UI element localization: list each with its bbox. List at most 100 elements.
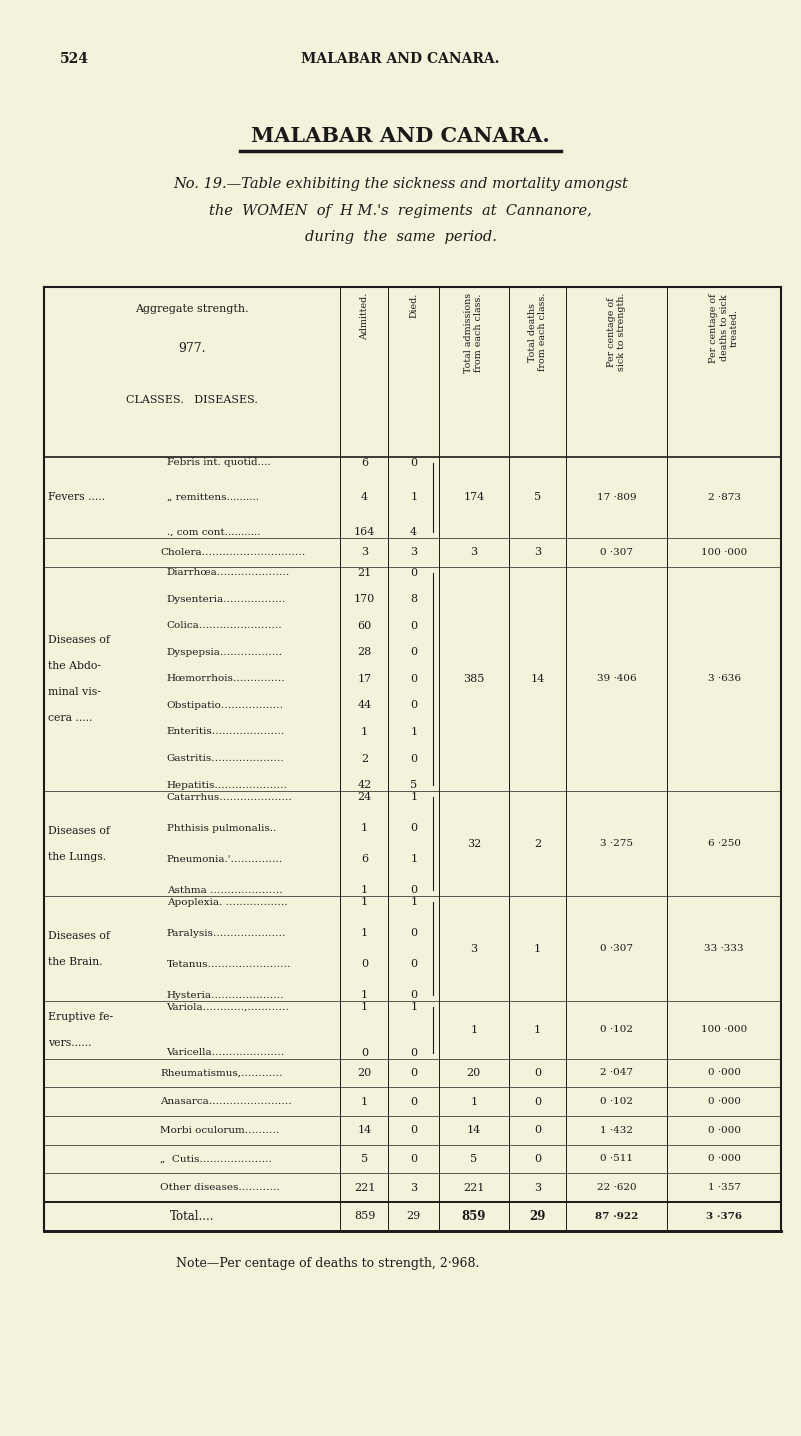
Text: 5: 5 [470,1155,477,1165]
Text: 24: 24 [357,793,372,803]
Text: 60: 60 [357,620,372,630]
Text: Diarrhœa…………………: Diarrhœa………………… [167,569,290,577]
Text: 1: 1 [361,928,368,938]
Text: Pneumonia.'……………: Pneumonia.'…………… [167,854,283,863]
Text: Aggregate strength.: Aggregate strength. [135,304,249,314]
Text: 0 ·102: 0 ·102 [600,1025,634,1034]
Text: 39 ·406: 39 ·406 [597,675,637,684]
Text: Total admissions
from each class.: Total admissions from each class. [464,293,484,373]
Text: „ remittens..........: „ remittens.......... [167,493,259,501]
Text: 174: 174 [463,493,485,503]
Text: 221: 221 [463,1183,485,1193]
Text: 1: 1 [410,493,417,503]
Text: 6: 6 [361,458,368,468]
Text: the Lungs.: the Lungs. [48,852,107,862]
Text: 32: 32 [467,839,481,849]
Text: 5: 5 [361,1155,368,1165]
Text: 87 ·922: 87 ·922 [595,1212,638,1221]
Text: 0: 0 [534,1097,541,1107]
Text: 1: 1 [410,727,417,737]
Text: Rheumatismus,…………: Rheumatismus,………… [160,1068,283,1077]
Text: 2: 2 [361,754,368,764]
Text: Eruptive fe-: Eruptive fe- [48,1012,113,1022]
Text: 5: 5 [534,493,541,503]
Text: 1: 1 [361,1002,368,1012]
Text: Tetanus……………………: Tetanus…………………… [167,959,291,969]
Text: Variola…………,…………: Variola…………,………… [167,1002,289,1012]
Text: Diseases of: Diseases of [48,931,110,941]
Text: 29: 29 [407,1212,421,1222]
Text: Apoplexia. ………………: Apoplexia. ……………… [167,898,288,906]
Text: Died.: Died. [409,293,418,319]
Text: 859: 859 [461,1209,486,1223]
Text: cera .....: cera ..... [48,712,92,722]
Text: Varicella…………………: Varicella………………… [167,1048,285,1057]
Text: 14: 14 [530,673,545,684]
Text: 17 ·809: 17 ·809 [597,493,637,501]
Text: Febris int. quotid....: Febris int. quotid.... [167,458,270,467]
Text: Hepatitis…………………: Hepatitis………………… [167,781,288,790]
Text: 0 ·307: 0 ·307 [600,945,634,954]
Text: 1: 1 [361,898,368,908]
Text: 0: 0 [410,673,417,684]
Text: 221: 221 [354,1183,375,1193]
Text: 1: 1 [361,885,368,895]
Text: vers......: vers...... [48,1038,91,1048]
Text: the Abdo-: the Abdo- [48,661,101,671]
Text: 100 ·000: 100 ·000 [701,1025,747,1034]
Text: 8: 8 [410,595,417,605]
Text: 1: 1 [361,823,368,833]
Text: Hysteria…………………: Hysteria………………… [167,991,284,999]
Text: 0 ·000: 0 ·000 [707,1097,741,1106]
Text: 0: 0 [410,885,417,895]
Text: 29: 29 [529,1209,545,1223]
Text: 0: 0 [410,959,417,969]
Text: 1: 1 [410,854,417,864]
Text: 164: 164 [354,527,375,537]
Text: Diseases of: Diseases of [48,635,110,645]
Text: 0: 0 [410,701,417,711]
Text: 170: 170 [354,595,375,605]
Text: 1: 1 [361,1097,368,1107]
Text: Phthisis pulmonalis..: Phthisis pulmonalis.. [167,824,276,833]
Text: 0: 0 [534,1155,541,1165]
Text: 859: 859 [354,1212,375,1222]
Text: No. 19.—Table exhibiting the sickness and mortality amongst: No. 19.—Table exhibiting the sickness an… [173,177,628,191]
Text: Catarrhus…………………: Catarrhus………………… [167,793,292,801]
Text: minal vis-: minal vis- [48,686,101,696]
Text: 0: 0 [410,928,417,938]
Text: 20: 20 [467,1068,481,1078]
Text: the Brain.: the Brain. [48,956,103,966]
Text: 3 ·376: 3 ·376 [706,1212,743,1221]
Text: 977.: 977. [179,342,206,355]
Text: 3: 3 [361,547,368,557]
Text: 0: 0 [410,1068,417,1078]
Text: 3: 3 [470,943,477,954]
Text: Obstipatio………………: Obstipatio……………… [167,701,284,709]
Text: 1: 1 [361,727,368,737]
Text: 2 ·047: 2 ·047 [600,1068,634,1077]
Text: Cholera…………………………: Cholera………………………… [160,547,305,557]
Text: Dysenteria………………: Dysenteria……………… [167,595,286,603]
Text: Fevers .....: Fevers ..... [48,493,105,503]
Text: 3: 3 [410,547,417,557]
Text: CLASSES.   DISEASES.: CLASSES. DISEASES. [127,395,258,405]
Text: 3 ·275: 3 ·275 [600,839,634,849]
Text: 2 ·873: 2 ·873 [707,493,741,501]
Text: 0: 0 [410,648,417,658]
Text: 22 ·620: 22 ·620 [597,1183,637,1192]
Text: 0 ·000: 0 ·000 [707,1126,741,1134]
Text: 0: 0 [410,1097,417,1107]
Text: 14: 14 [467,1126,481,1136]
Text: 44: 44 [357,701,372,711]
Text: Colica……………………: Colica…………………… [167,622,283,630]
Text: during  the  same  period.: during the same period. [304,230,497,244]
Text: 6 ·250: 6 ·250 [707,839,741,849]
Text: 4: 4 [410,527,417,537]
Text: 0: 0 [410,1126,417,1136]
Text: Dyspepsia………………: Dyspepsia……………… [167,648,283,656]
Text: 1 ·357: 1 ·357 [707,1183,741,1192]
Text: Total....: Total.... [170,1209,215,1223]
Text: 4: 4 [361,493,368,503]
Text: the  WOMEN  of  H M.'s  regiments  at  Cannanore,: the WOMEN of H M.'s regiments at Cannano… [209,204,592,218]
